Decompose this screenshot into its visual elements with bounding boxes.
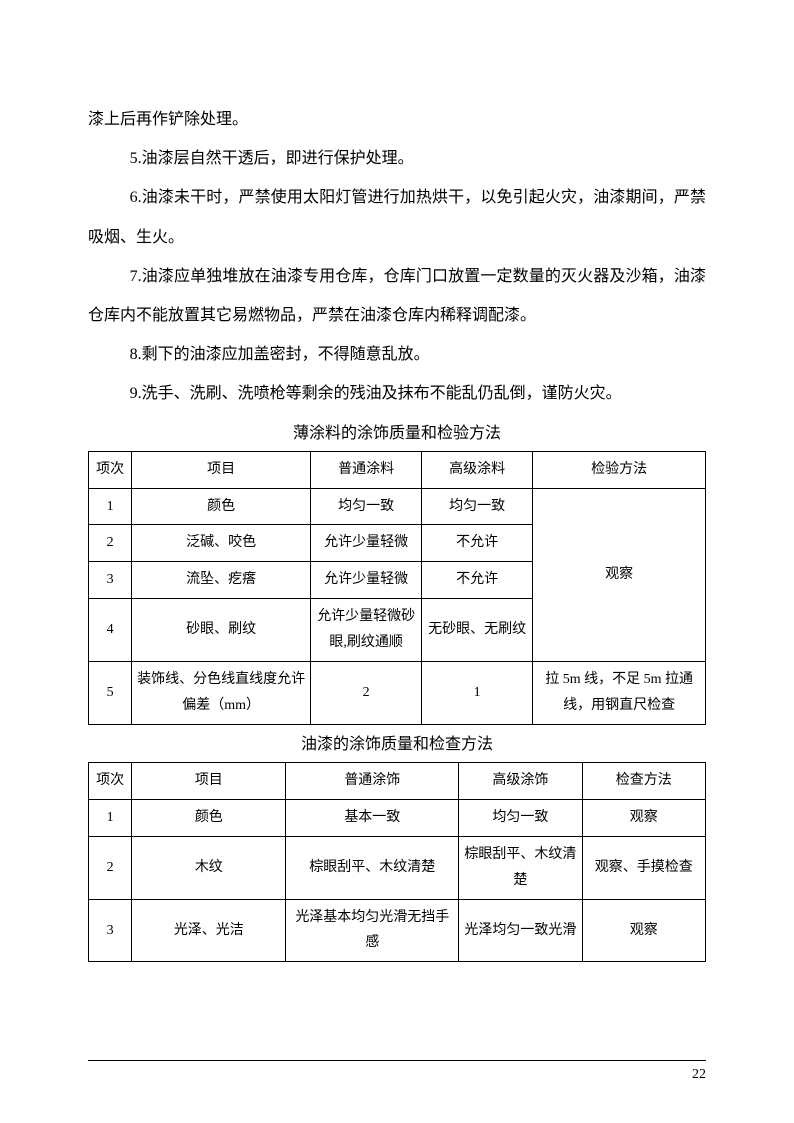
table-cell: 3: [89, 899, 132, 962]
table-cell: 2: [89, 836, 132, 899]
footer-divider: [88, 1060, 706, 1061]
table-cell: 不允许: [422, 525, 533, 562]
table-cell: 1: [89, 488, 132, 525]
table-cell: 颜色: [132, 488, 311, 525]
table2-caption: 油漆的涂饰质量和检查方法: [88, 727, 706, 762]
table-cell: 观察: [582, 899, 705, 962]
table1-caption: 薄涂料的涂饰质量和检验方法: [88, 416, 706, 451]
table-cell: 木纹: [132, 836, 286, 899]
paragraph: 5.油漆层自然干透后，即进行保护处理。: [88, 139, 706, 178]
table-header: 检查方法: [582, 763, 705, 800]
table-cell: 均匀一致: [422, 488, 533, 525]
document-page: 漆上后再作铲除处理。 5.油漆层自然干透后，即进行保护处理。 6.油漆未干时，严…: [0, 0, 794, 1123]
table-header: 项次: [89, 763, 132, 800]
table-header: 普通涂饰: [286, 763, 459, 800]
table-row: 项次 项目 普通涂料 高级涂料 检验方法: [89, 451, 706, 488]
table-header: 普通涂料: [311, 451, 422, 488]
table-cell: 基本一致: [286, 799, 459, 836]
table-cell: 允许少量轻微砂眼,刷纹通顺: [311, 599, 422, 662]
table-row: 5 装饰线、分色线直线度允许偏差（mm） 2 1 拉 5m 线，不足 5m 拉通…: [89, 662, 706, 725]
table-cell: 2: [89, 525, 132, 562]
table-row: 3 光泽、光洁 光泽基本均匀光滑无挡手感 光泽均匀一致光滑 观察: [89, 899, 706, 962]
table-cell: 不允许: [422, 562, 533, 599]
table-cell: 无砂眼、无刷纹: [422, 599, 533, 662]
table-cell: 装饰线、分色线直线度允许偏差（mm）: [132, 662, 311, 725]
table-cell: 观察: [533, 488, 706, 661]
table-cell: 光泽均匀一致光滑: [459, 899, 582, 962]
table-header: 高级涂饰: [459, 763, 582, 800]
table-cell: 泛碱、咬色: [132, 525, 311, 562]
table-cell: 观察、手摸检查: [582, 836, 705, 899]
table-row: 项次 项目 普通涂饰 高级涂饰 检查方法: [89, 763, 706, 800]
table2: 项次 项目 普通涂饰 高级涂饰 检查方法 1 颜色 基本一致 均匀一致 观察 2…: [88, 762, 706, 962]
table-cell: 4: [89, 599, 132, 662]
table-header: 项目: [132, 763, 286, 800]
paragraph: 7.油漆应单独堆放在油漆专用仓库，仓库门口放置一定数量的灭火器及沙箱，油漆仓库内…: [88, 257, 706, 335]
table-cell: 允许少量轻微: [311, 562, 422, 599]
table-cell: 观察: [582, 799, 705, 836]
paragraph: 9.洗手、洗刷、洗喷枪等剩余的残油及抹布不能乱仍乱倒，谨防火灾。: [88, 374, 706, 413]
table-cell: 均匀一致: [459, 799, 582, 836]
table-cell: 1: [422, 662, 533, 725]
table-header: 项目: [132, 451, 311, 488]
paragraph: 8.剩下的油漆应加盖密封，不得随意乱放。: [88, 335, 706, 374]
table-cell: 棕眼刮平、木纹清楚: [286, 836, 459, 899]
table-row: 1 颜色 基本一致 均匀一致 观察: [89, 799, 706, 836]
table-cell: 光泽、光洁: [132, 899, 286, 962]
table-header: 检验方法: [533, 451, 706, 488]
table-cell: 棕眼刮平、木纹清楚: [459, 836, 582, 899]
paragraph: 6.油漆未干时，严禁使用太阳灯管进行加热烘干，以免引起火灾，油漆期间，严禁吸烟、…: [88, 178, 706, 256]
table-row: 1 颜色 均匀一致 均匀一致 观察: [89, 488, 706, 525]
table-cell: 1: [89, 799, 132, 836]
table-cell: 2: [311, 662, 422, 725]
table-header: 项次: [89, 451, 132, 488]
table-cell: 3: [89, 562, 132, 599]
table-header: 高级涂料: [422, 451, 533, 488]
table-cell: 砂眼、刷纹: [132, 599, 311, 662]
table1: 项次 项目 普通涂料 高级涂料 检验方法 1 颜色 均匀一致 均匀一致 观察 2…: [88, 451, 706, 725]
table-cell: 5: [89, 662, 132, 725]
table-cell: 颜色: [132, 799, 286, 836]
table-cell: 允许少量轻微: [311, 525, 422, 562]
table-cell: 流坠、疙瘩: [132, 562, 311, 599]
table-cell: 拉 5m 线，不足 5m 拉通线，用钢直尺检查: [533, 662, 706, 725]
table-cell: 光泽基本均匀光滑无挡手感: [286, 899, 459, 962]
table-row: 2 木纹 棕眼刮平、木纹清楚 棕眼刮平、木纹清楚 观察、手摸检查: [89, 836, 706, 899]
table-cell: 均匀一致: [311, 488, 422, 525]
page-number: 22: [692, 1067, 706, 1083]
paragraph: 漆上后再作铲除处理。: [88, 100, 706, 139]
